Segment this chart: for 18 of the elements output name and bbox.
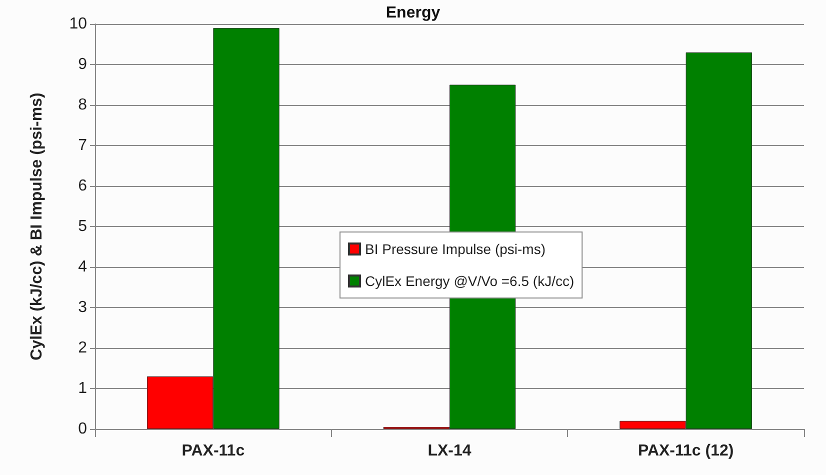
legend-label: CylEx Energy @V/Vo =6.5 (kJ/cc) xyxy=(365,273,574,289)
y-tick-label: 7 xyxy=(78,137,88,154)
y-tick-label: 6 xyxy=(78,178,88,194)
y-tick-label: 9 xyxy=(78,56,88,73)
x-tick-label: PAX-11c xyxy=(182,442,245,460)
y-tick-label: 3 xyxy=(78,299,88,316)
y-tick-label: 8 xyxy=(78,96,88,114)
y-tick-label: 1 xyxy=(78,380,88,397)
x-tick-label: PAX-11c (12) xyxy=(638,442,734,460)
legend-label: BI Pressure Impulse (psi-ms) xyxy=(365,241,546,257)
y-tick-label: 2 xyxy=(78,340,88,356)
y-tick-label: 4 xyxy=(78,258,88,276)
y-tick-label: 10 xyxy=(69,16,88,32)
y-tick-label: 0 xyxy=(78,420,88,438)
y-tick-label: 5 xyxy=(78,218,88,235)
y-axis-title: CylEx (kJ/cc) & BI Impulse (psi-ms) xyxy=(28,92,46,360)
chart-title: Energy xyxy=(386,4,440,22)
x-tick-label: LX-14 xyxy=(428,442,472,460)
